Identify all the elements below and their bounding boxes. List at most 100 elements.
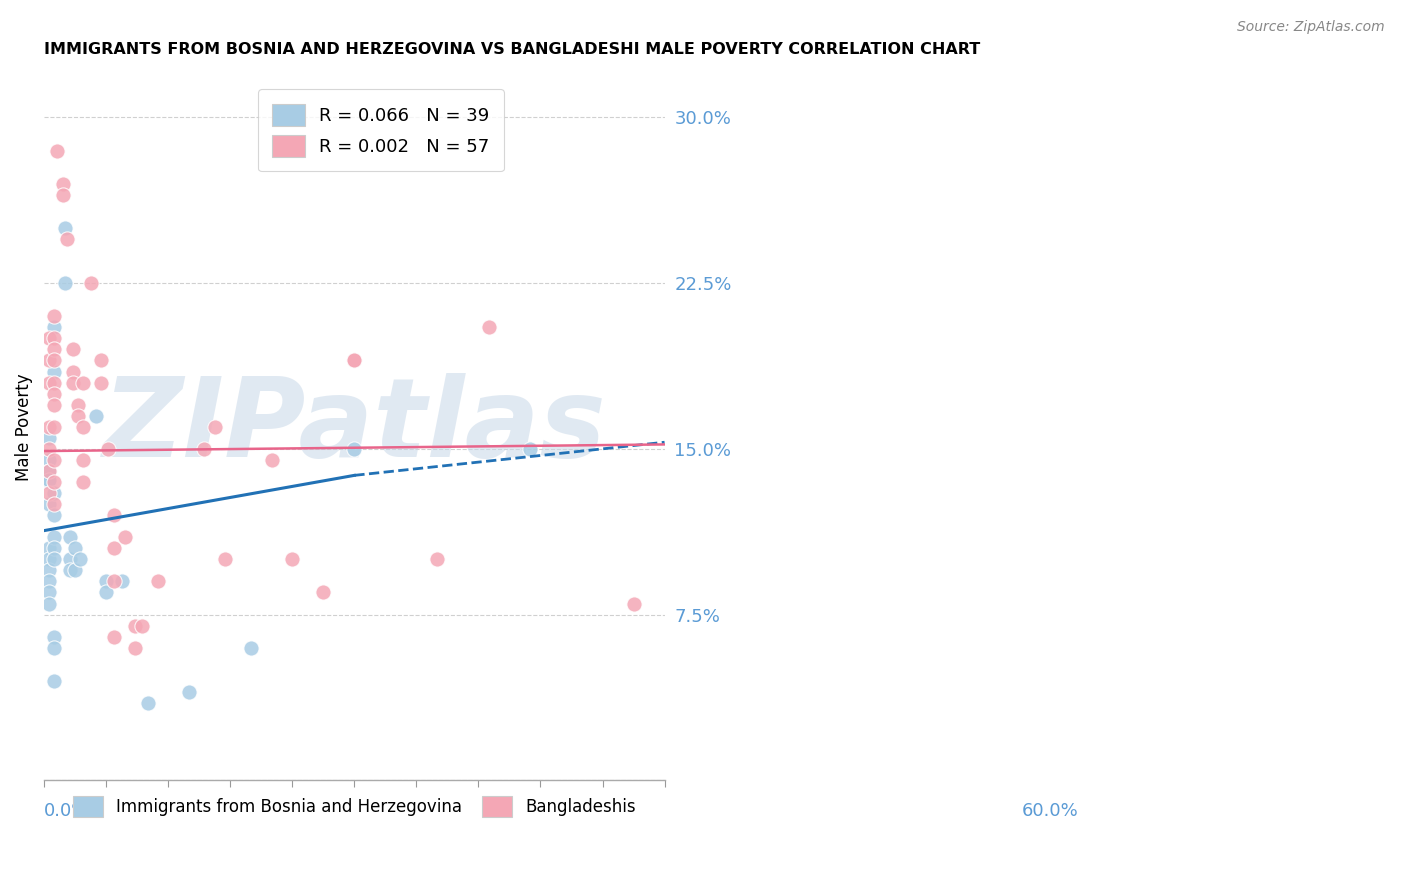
Point	[111, 574, 134, 589]
Point	[44, 310, 66, 324]
Point	[38, 497, 60, 511]
Point	[38, 464, 60, 478]
Point	[38, 419, 60, 434]
Point	[72, 419, 94, 434]
Point	[44, 541, 66, 556]
Point	[72, 376, 94, 390]
Point	[103, 630, 125, 644]
Point	[44, 376, 66, 390]
Point	[260, 453, 283, 467]
Point	[38, 464, 60, 478]
Point	[281, 552, 304, 566]
Point	[38, 331, 60, 345]
Text: Source: ZipAtlas.com: Source: ZipAtlas.com	[1237, 20, 1385, 34]
Point	[44, 475, 66, 489]
Point	[38, 552, 60, 566]
Text: 60.0%: 60.0%	[1021, 802, 1078, 820]
Point	[239, 640, 262, 655]
Point	[44, 453, 66, 467]
Point	[478, 320, 501, 334]
Point	[62, 364, 84, 378]
Point	[38, 473, 60, 487]
Point	[96, 574, 118, 589]
Point	[44, 552, 66, 566]
Text: IMMIGRANTS FROM BOSNIA AND HERZEGOVINA VS BANGLADESHI MALE POVERTY CORRELATION C: IMMIGRANTS FROM BOSNIA AND HERZEGOVINA V…	[44, 42, 980, 57]
Point	[343, 442, 366, 456]
Point	[343, 353, 366, 368]
Point	[343, 353, 366, 368]
Legend: Immigrants from Bosnia and Herzegovina, Bangladeshis: Immigrants from Bosnia and Herzegovina, …	[65, 788, 644, 825]
Point	[103, 541, 125, 556]
Point	[90, 376, 112, 390]
Point	[38, 585, 60, 599]
Point	[131, 618, 153, 632]
Text: 0.0%: 0.0%	[44, 802, 90, 820]
Point	[38, 353, 60, 368]
Point	[72, 475, 94, 489]
Point	[103, 574, 125, 589]
Point	[312, 585, 335, 599]
Point	[45, 144, 67, 158]
Point	[136, 696, 159, 710]
Point	[72, 453, 94, 467]
Point	[59, 563, 82, 577]
Point	[67, 398, 90, 412]
Point	[62, 376, 84, 390]
Point	[90, 353, 112, 368]
Text: ZIPatlas: ZIPatlas	[103, 373, 606, 480]
Point	[623, 597, 645, 611]
Point	[96, 585, 118, 599]
Point	[44, 364, 66, 378]
Point	[214, 552, 236, 566]
Point	[103, 508, 125, 523]
Point	[63, 563, 86, 577]
Point	[38, 475, 60, 489]
Point	[52, 177, 75, 191]
Point	[177, 685, 200, 699]
Point	[56, 232, 79, 246]
Point	[44, 486, 66, 500]
Point	[38, 541, 60, 556]
Point	[44, 497, 66, 511]
Point	[204, 419, 226, 434]
Point	[44, 398, 66, 412]
Point	[44, 673, 66, 688]
Point	[44, 331, 66, 345]
Point	[79, 276, 101, 290]
Point	[38, 563, 60, 577]
Point	[114, 530, 136, 544]
Point	[62, 343, 84, 357]
Point	[53, 220, 76, 235]
Point	[38, 486, 60, 500]
Point	[67, 409, 90, 423]
Point	[44, 508, 66, 523]
Point	[97, 442, 120, 456]
Point	[52, 187, 75, 202]
Point	[519, 442, 541, 456]
Point	[38, 597, 60, 611]
Point	[44, 640, 66, 655]
Point	[44, 419, 66, 434]
Point	[44, 343, 66, 357]
Point	[69, 552, 91, 566]
Point	[426, 552, 449, 566]
Point	[44, 630, 66, 644]
Point	[193, 442, 215, 456]
Point	[44, 353, 66, 368]
Point	[146, 574, 169, 589]
Point	[44, 530, 66, 544]
Point	[59, 552, 82, 566]
Point	[124, 640, 146, 655]
Point	[38, 431, 60, 445]
Point	[38, 574, 60, 589]
Point	[53, 276, 76, 290]
Point	[44, 386, 66, 401]
Point	[38, 376, 60, 390]
Point	[59, 530, 82, 544]
Point	[38, 453, 60, 467]
Point	[63, 541, 86, 556]
Point	[38, 442, 60, 456]
Point	[44, 320, 66, 334]
Point	[84, 409, 107, 423]
Point	[124, 618, 146, 632]
